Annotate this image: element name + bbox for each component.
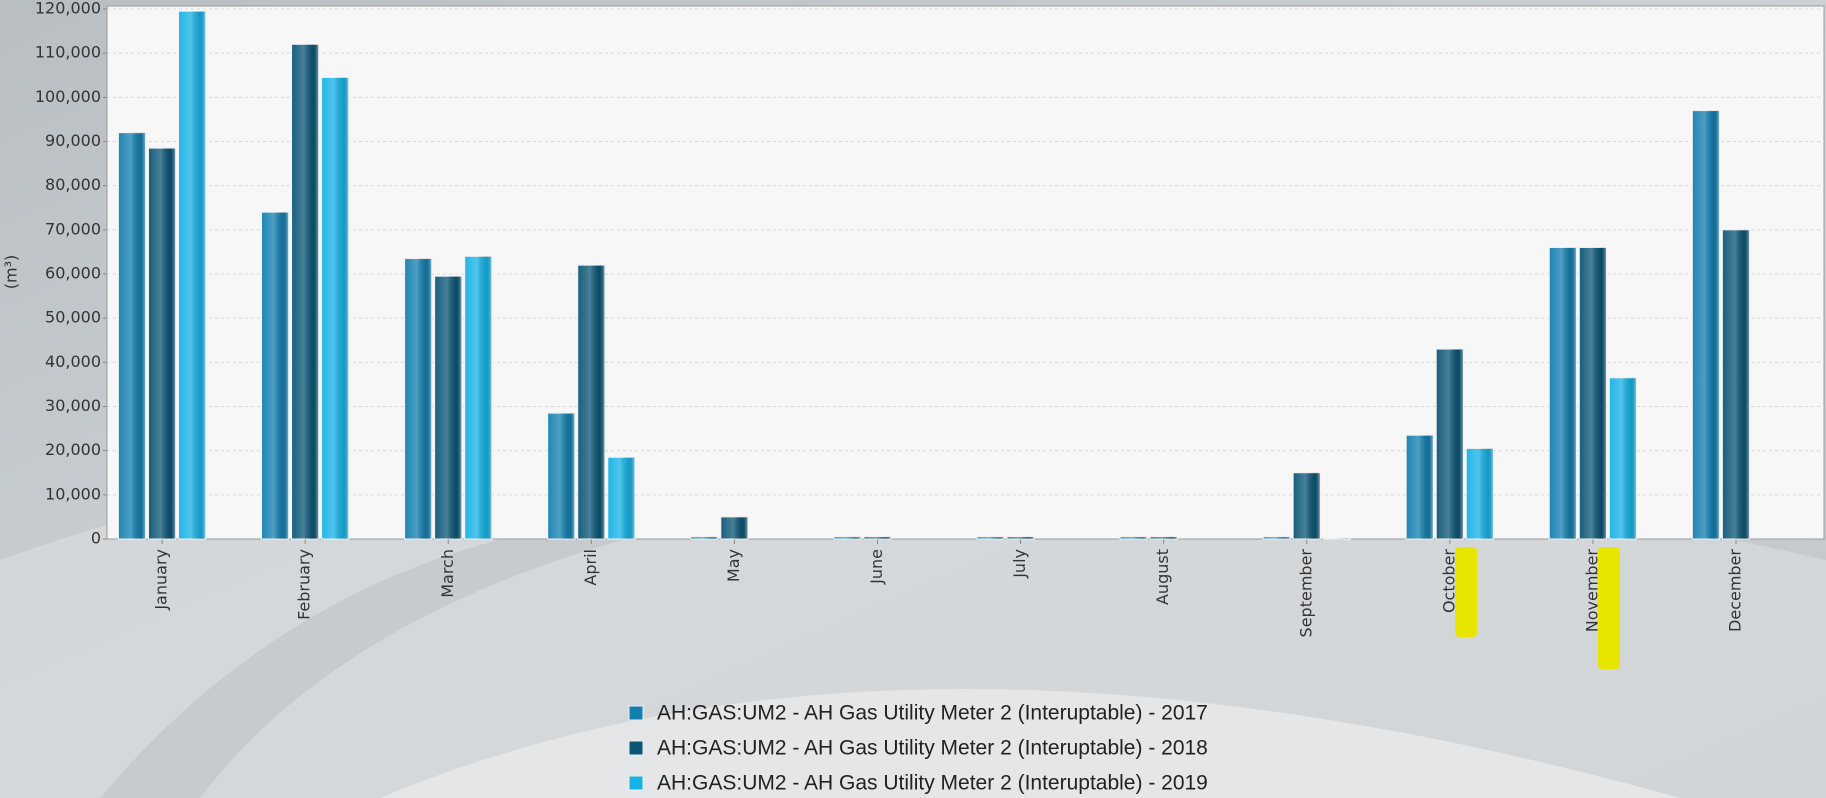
bar <box>577 264 606 540</box>
x-tick-label: March <box>438 549 457 598</box>
bar <box>1608 377 1638 540</box>
bar <box>1119 536 1148 540</box>
y-tick-label: 80,000 <box>45 175 101 194</box>
x-tick-label: June <box>867 549 886 585</box>
bar <box>1721 229 1751 540</box>
bar <box>1435 348 1464 540</box>
bar <box>1006 536 1035 540</box>
y-tick-label: 100,000 <box>35 87 101 106</box>
x-tick-label: April <box>581 549 600 586</box>
y-tick-label: 70,000 <box>45 219 101 238</box>
bar <box>833 536 862 540</box>
legend-swatch <box>628 740 644 756</box>
bar <box>863 536 892 540</box>
bar <box>607 456 636 540</box>
y-tick-label: 120,000 <box>35 0 101 18</box>
legend-label: AH:GAS:UM2 - AH Gas Utility Meter 2 (Int… <box>657 702 1208 725</box>
y-tick-label: 20,000 <box>45 440 101 459</box>
bar <box>178 10 207 540</box>
legend-swatch <box>628 705 644 721</box>
highlight <box>1455 547 1477 637</box>
y-tick-label: 30,000 <box>45 396 101 415</box>
x-tick-label: May <box>724 549 743 582</box>
x-tick-label: February <box>295 549 314 620</box>
bar <box>404 258 433 540</box>
bar <box>291 43 320 540</box>
bar <box>117 132 147 540</box>
bar <box>321 76 350 540</box>
bg-arc <box>380 689 1680 798</box>
x-tick-label: July <box>1010 549 1029 579</box>
bar <box>1292 472 1321 540</box>
y-tick-label: 90,000 <box>45 131 101 150</box>
bar <box>547 412 576 540</box>
x-tick-label: January <box>152 549 171 611</box>
bar <box>464 255 493 540</box>
bar <box>434 275 463 540</box>
bar <box>1548 247 1577 540</box>
bar <box>1691 110 1721 540</box>
bar <box>1578 247 1608 540</box>
bar <box>1322 537 1351 540</box>
y-tick-label: 60,000 <box>45 264 101 283</box>
x-tick-label: December <box>1726 549 1745 632</box>
bar <box>147 147 177 540</box>
y-tick-label: 10,000 <box>45 484 101 503</box>
legend-label: AH:GAS:UM2 - AH Gas Utility Meter 2 (Int… <box>657 772 1208 795</box>
legend-swatch <box>628 775 644 791</box>
highlight <box>1598 547 1620 669</box>
bar <box>261 211 290 540</box>
bar <box>1149 536 1178 540</box>
x-tick-label: November <box>1582 549 1601 633</box>
legend-label: AH:GAS:UM2 - AH Gas Utility Meter 2 (Int… <box>657 737 1208 760</box>
bar <box>1262 536 1291 540</box>
x-tick-label: October <box>1439 549 1458 613</box>
y-tick-label: 0 <box>91 529 101 548</box>
x-tick-label: August <box>1153 549 1172 605</box>
y-tick-label: 40,000 <box>45 352 101 371</box>
bar <box>1465 447 1494 540</box>
bg-arc <box>100 520 700 798</box>
bar <box>720 516 749 540</box>
y-tick-label: 50,000 <box>45 308 101 327</box>
bar <box>1405 434 1434 540</box>
bar <box>976 536 1005 540</box>
bar <box>690 536 719 540</box>
x-tick-label: September <box>1296 549 1315 638</box>
y-tick-label: 110,000 <box>35 43 101 62</box>
y-axis-label: (m³) <box>2 255 21 289</box>
